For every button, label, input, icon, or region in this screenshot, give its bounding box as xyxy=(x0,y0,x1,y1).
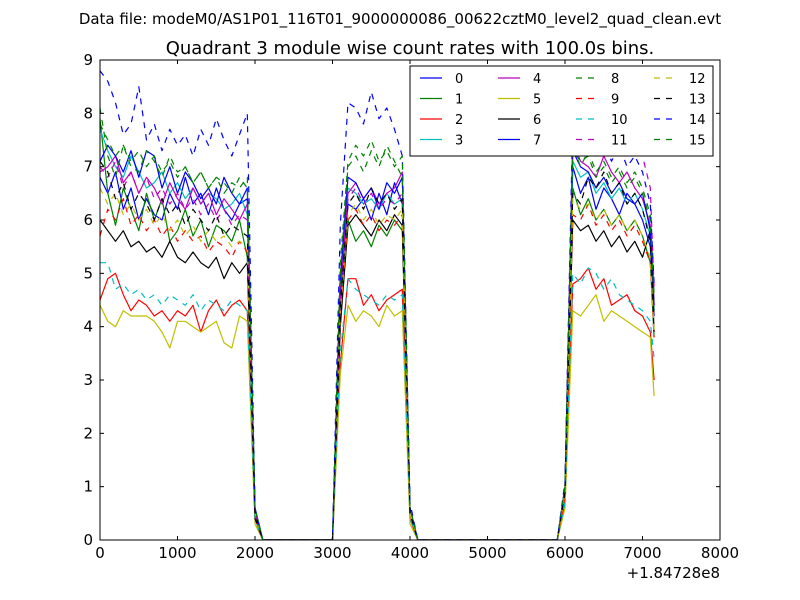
legend-label-4: 4 xyxy=(533,72,541,87)
legend-label-2: 2 xyxy=(455,113,463,128)
x-tick-label: 4000 xyxy=(391,544,429,562)
legend-label-6: 6 xyxy=(533,113,541,128)
x-tick-label: 3000 xyxy=(313,544,351,562)
legend-label-9: 9 xyxy=(611,93,619,108)
x-tick-label: 2000 xyxy=(236,544,274,562)
chart-title: Quadrant 3 module wise count rates with … xyxy=(166,38,655,59)
y-tick-label: 9 xyxy=(83,51,93,69)
y-tick-label: 7 xyxy=(83,158,93,176)
x-tick-label: 5000 xyxy=(468,544,506,562)
series-line-15 xyxy=(100,123,655,540)
legend-label-13: 13 xyxy=(689,93,706,108)
legend-label-14: 14 xyxy=(689,113,706,128)
legend-label-8: 8 xyxy=(611,72,619,87)
series-line-2 xyxy=(100,267,655,540)
y-tick-label: 8 xyxy=(83,104,93,122)
x-tick-label: 6000 xyxy=(546,544,584,562)
y-tick-label: 1 xyxy=(83,478,93,496)
series-line-12 xyxy=(100,187,655,540)
legend-label-7: 7 xyxy=(533,134,541,149)
series-line-7 xyxy=(100,144,655,540)
legend-label-0: 0 xyxy=(455,72,463,87)
series-line-5 xyxy=(100,294,655,540)
x-tick-label: 8000 xyxy=(701,544,739,562)
series-line-9 xyxy=(100,198,655,540)
x-offset-label: +1.84728e8 xyxy=(627,564,720,582)
series-line-13 xyxy=(100,160,655,540)
axis-ticks: 0 1000 2000 3000 4000 5000 6000 7000 80000123456… xyxy=(83,51,739,562)
legend-box xyxy=(409,65,714,157)
y-tick-label: 5 xyxy=(83,264,93,282)
legend-label-10: 10 xyxy=(611,113,628,128)
figure-suptitle: Data file: modeM0/AS1P01_116T01_90000000… xyxy=(79,10,721,29)
legend-label-1: 1 xyxy=(455,93,463,108)
legend-label-12: 12 xyxy=(689,72,706,87)
x-tick-label: 7000 xyxy=(623,544,661,562)
y-tick-label: 3 xyxy=(83,371,93,389)
x-tick-label: 0 xyxy=(95,544,105,562)
y-tick-label: 2 xyxy=(83,424,93,442)
x-tick-label: 1000 xyxy=(158,544,196,562)
legend-label-5: 5 xyxy=(533,93,541,108)
legend-label-3: 3 xyxy=(455,134,463,149)
legend-label-11: 11 xyxy=(611,134,628,149)
series-line-10 xyxy=(100,262,655,540)
y-tick-label: 0 xyxy=(83,531,93,549)
y-tick-label: 4 xyxy=(83,318,93,336)
y-tick-label: 6 xyxy=(83,211,93,229)
legend-label-15: 15 xyxy=(689,134,706,149)
